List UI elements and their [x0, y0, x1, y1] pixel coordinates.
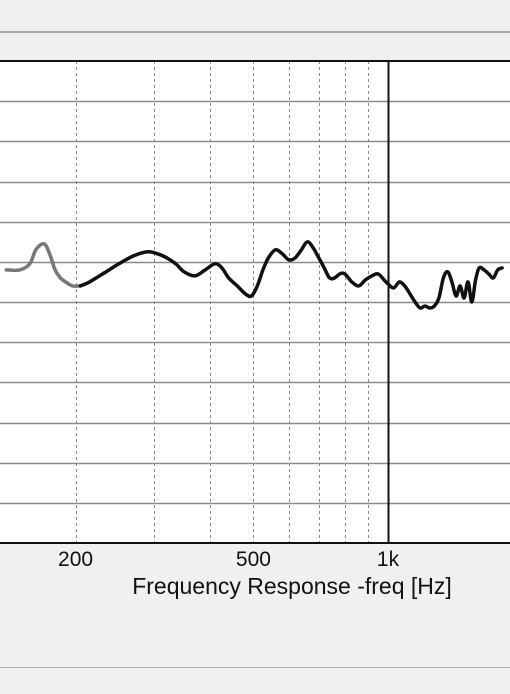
bottom-border [0, 667, 510, 668]
x-tick-label-500: 500 [236, 548, 271, 571]
grid [0, 61, 510, 543]
response-line-low [4, 241, 83, 288]
x-tick-label-1k: 1k [377, 548, 400, 571]
trace [4, 240, 504, 310]
x-tick-labels: 200 500 1k [58, 548, 400, 571]
response-line [78, 240, 504, 310]
plot-border [0, 60, 510, 544]
top-border [0, 31, 510, 33]
x-tick-label-200: 200 [58, 548, 93, 571]
x-axis-title: Frequency Response -freq [Hz] [132, 573, 452, 599]
